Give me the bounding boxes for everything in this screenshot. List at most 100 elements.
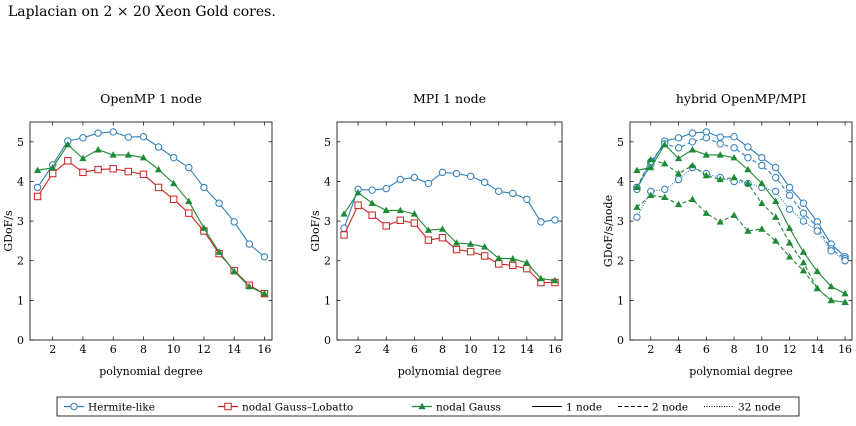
data-point-circle: [660, 185, 669, 194]
data-point-circle: [841, 257, 849, 265]
x-tick-label: 16: [838, 343, 852, 356]
x-tick-label: 10: [755, 343, 769, 356]
data-point-triangle: [799, 266, 808, 274]
data-point-triangle: [79, 154, 87, 162]
legend-gauss-marker: [418, 402, 426, 410]
plot-frame: [336, 121, 563, 341]
data-point-circle: [396, 175, 404, 184]
x-axis-label: polynomial degree: [99, 365, 203, 378]
data-point-circle: [799, 217, 808, 225]
series-hermite-like-solid: [33, 128, 269, 261]
legend-lobatto-label: nodal Gauss–Lobatto: [242, 402, 353, 414]
y-tick-label: 5: [17, 136, 24, 149]
y-tick-label: 2: [17, 255, 24, 268]
data-point-circle: [799, 209, 808, 217]
data-point-triangle: [688, 161, 697, 169]
x-tick-label: 8: [140, 343, 147, 356]
data-point-circle: [509, 189, 517, 198]
data-point-triangle: [716, 218, 724, 225]
data-point-circle: [480, 178, 489, 186]
x-tick-label: 2: [49, 343, 56, 356]
data-point-circle: [633, 213, 641, 221]
x-tick-label: 14: [227, 343, 241, 356]
data-point-triangle: [139, 153, 148, 161]
series-line: [636, 159, 846, 303]
y-axis-label: GDoF/s: [309, 210, 322, 252]
data-point-square: [48, 169, 57, 178]
data-point-circle: [813, 227, 822, 235]
series-line: [37, 143, 265, 295]
data-point-triangle: [702, 209, 710, 216]
data-point-circle: [758, 153, 766, 162]
data-point-circle: [771, 163, 780, 172]
y-tick-label: 2: [617, 255, 624, 268]
data-point-triangle: [772, 213, 780, 220]
series-hermite-like-solid: [633, 128, 849, 261]
data-point-triangle: [661, 140, 669, 148]
data-point-circle: [33, 183, 42, 192]
data-point-triangle: [215, 248, 223, 255]
data-point-triangle: [647, 155, 655, 163]
series-line: [343, 204, 555, 284]
data-point-square: [94, 165, 102, 174]
data-point-triangle: [744, 179, 752, 187]
data-point-square: [452, 245, 461, 254]
series-line: [636, 166, 846, 262]
data-point-circle: [785, 183, 794, 192]
series-nodal-gauss-solid: [340, 188, 559, 284]
data-point-triangle: [827, 296, 835, 304]
data-point-triangle: [200, 224, 208, 231]
data-point-triangle: [841, 289, 849, 297]
data-point-triangle: [495, 254, 503, 262]
data-point-circle: [424, 179, 433, 188]
data-point-triangle: [523, 259, 531, 266]
data-point-triangle: [799, 259, 808, 266]
data-point-circle: [466, 172, 475, 181]
y-tick-label: 5: [617, 136, 624, 149]
y-tick-label: 4: [324, 175, 331, 188]
series-nodal-gauss-dashed: [633, 191, 849, 306]
data-point-triangle: [744, 165, 752, 173]
chart-title: OpenMP 1 node: [100, 91, 202, 106]
chart-title: MPI 1 node: [413, 91, 486, 106]
data-point-triangle: [702, 151, 710, 158]
y-axis-label: GDoF/s/node: [602, 195, 615, 267]
data-point-square: [368, 211, 376, 219]
x-axis-label: polynomial degree: [689, 365, 793, 378]
data-point-triangle: [633, 166, 641, 174]
data-point-triangle: [230, 267, 238, 275]
legend-lobatto-marker: [224, 402, 232, 411]
data-point-circle: [215, 199, 223, 207]
y-tick-label: 4: [617, 175, 624, 188]
data-point-triangle: [124, 151, 132, 158]
data-point-circle: [154, 143, 163, 151]
data-point-square: [382, 222, 390, 230]
figure-caption: Laplacian on 2 × 20 Xeon Gold cores.: [8, 4, 276, 20]
x-axis-label: polynomial degree: [398, 365, 502, 378]
data-point-circle: [744, 143, 752, 151]
series-nodal-gauss-solid: [633, 140, 849, 297]
data-point-triangle: [758, 179, 766, 187]
data-point-circle: [827, 247, 835, 255]
series-line: [343, 171, 556, 229]
x-tick-label: 6: [411, 343, 418, 356]
data-point-triangle: [758, 225, 766, 232]
data-point-circle: [716, 133, 724, 141]
legend: Hermite-like nodal Gauss–Lobatto nodal G…: [56, 396, 800, 417]
legend-hermite-marker: [70, 402, 78, 411]
y-tick-label: 3: [617, 215, 624, 228]
data-point-circle: [702, 134, 711, 142]
data-point-triangle: [772, 197, 780, 204]
x-tick-label: 2: [647, 343, 654, 356]
data-point-triangle: [841, 298, 849, 306]
x-tick-label: 8: [439, 343, 446, 356]
data-point-triangle: [170, 179, 178, 187]
data-point-square: [154, 183, 163, 192]
data-point-circle: [495, 187, 503, 196]
y-tick-label: 5: [324, 136, 331, 149]
data-point-square: [139, 170, 148, 179]
data-point-triangle: [33, 166, 42, 174]
y-tick-label: 3: [324, 215, 331, 228]
